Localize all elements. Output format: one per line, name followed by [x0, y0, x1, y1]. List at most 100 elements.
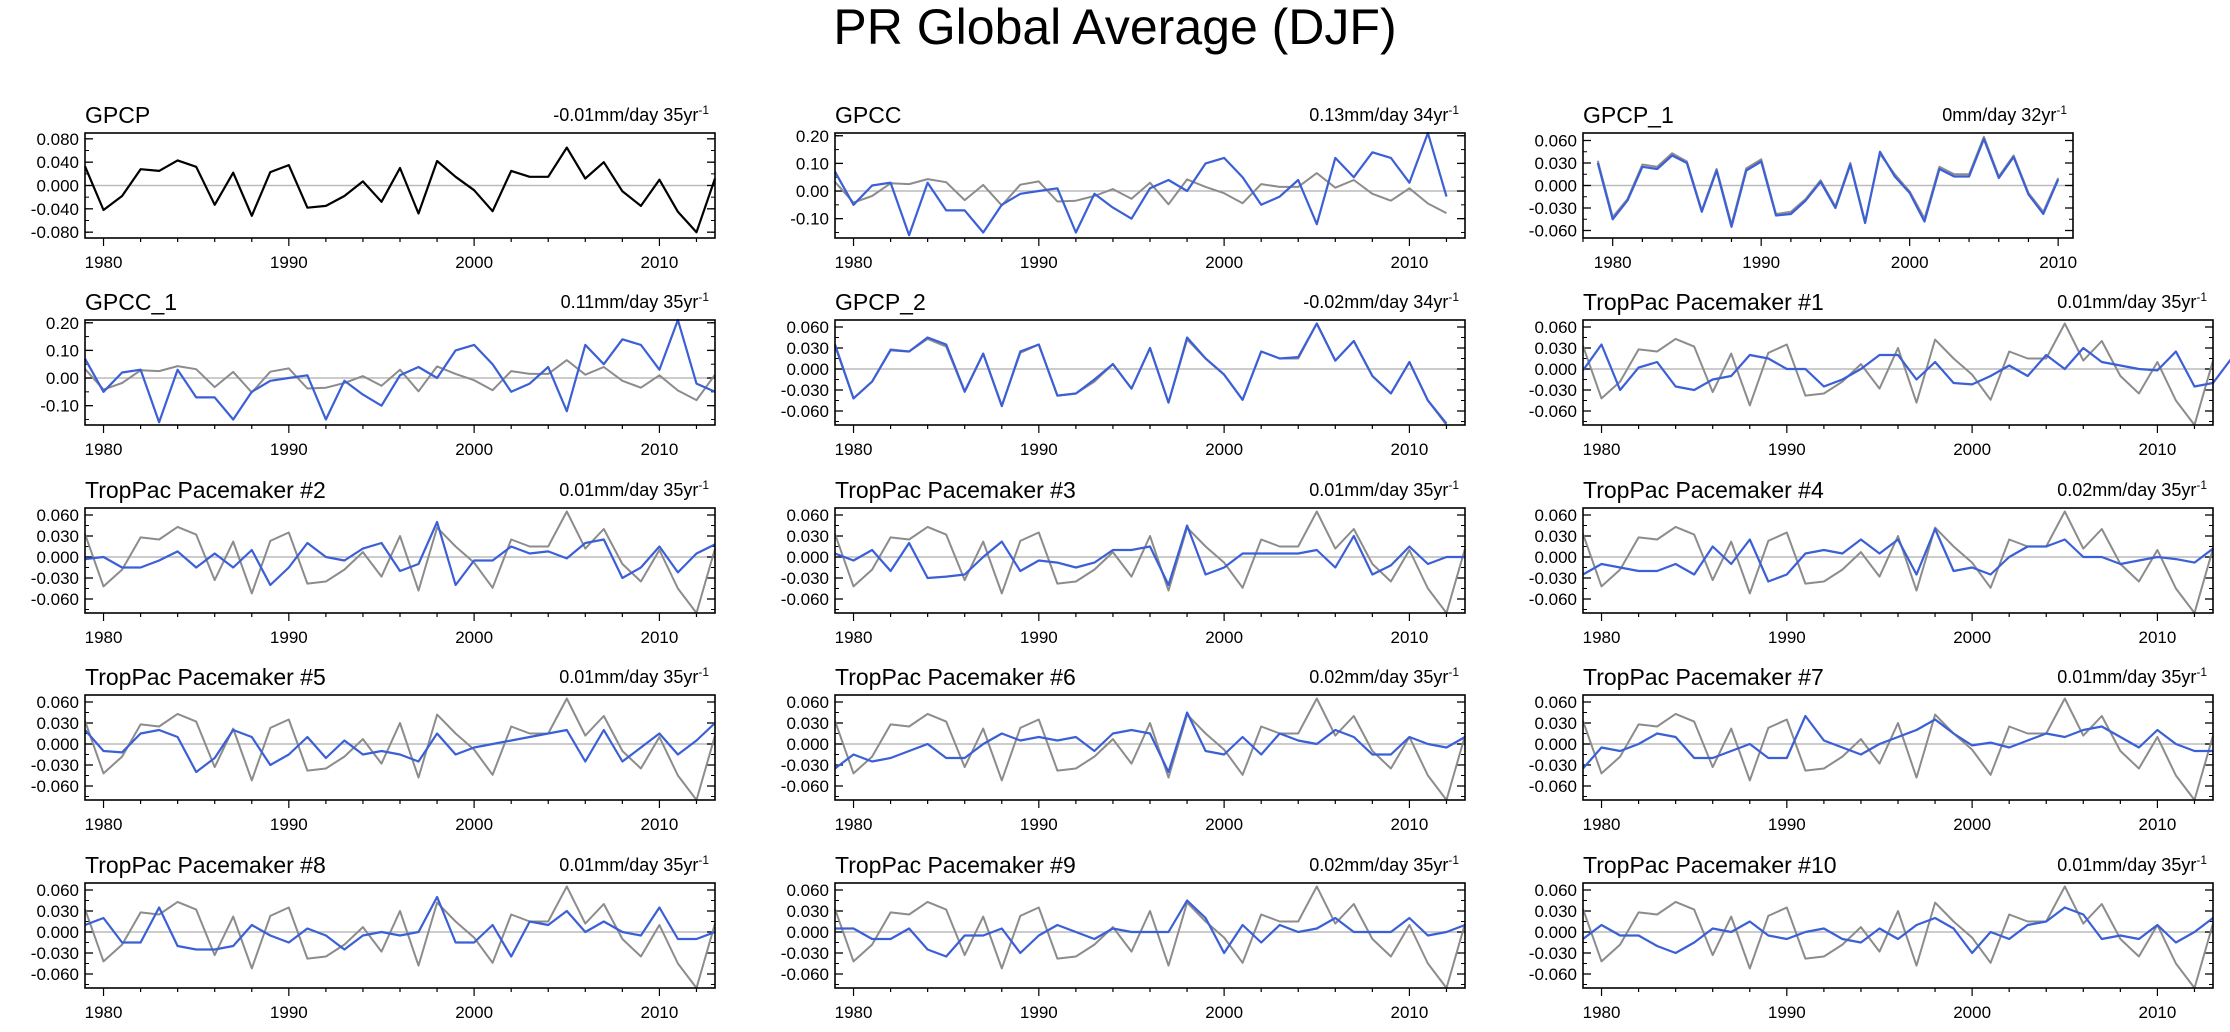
trend-superscript: -1 [698, 290, 709, 304]
trend-label: 0.01mm/day 35yr-1 [1309, 478, 1459, 500]
trend-superscript: -1 [1448, 290, 1459, 304]
x-tick-label: 1990 [270, 628, 308, 647]
y-tick-label: 0.000 [786, 735, 829, 754]
model-series-line [84, 722, 716, 774]
x-tick-label: 2000 [455, 628, 493, 647]
y-tick-label: 0.000 [36, 177, 79, 196]
y-tick-label: -0.030 [781, 944, 829, 963]
y-tick-label: 0.000 [1534, 735, 1577, 754]
trend-superscript: -1 [2196, 853, 2207, 867]
y-tick-label: -0.030 [1529, 199, 1577, 218]
trend-label: 0.02mm/day 35yr-1 [1309, 853, 1459, 875]
x-tick-label: 1980 [1583, 628, 1621, 647]
reference-series-line [84, 885, 716, 989]
x-tick-label: 1980 [835, 628, 873, 647]
x-tick-label: 1990 [1020, 253, 1058, 272]
y-tick-label: -0.10 [40, 397, 79, 416]
x-tick-label: 2010 [640, 815, 678, 834]
reference-series-line [1582, 510, 2214, 614]
y-tick-label: 0.00 [46, 369, 79, 388]
x-tick-label: 2010 [640, 1003, 678, 1022]
x-tick-label: 2000 [1953, 440, 1991, 459]
x-tick-label: 2010 [2138, 1003, 2176, 1022]
reference-series-line [834, 172, 1447, 214]
y-tick-label: -0.060 [1529, 965, 1577, 984]
trend-label: 0mm/day 32yr-1 [1942, 103, 2067, 125]
plot-frame [1582, 694, 2214, 801]
trend-label: 0.01mm/day 35yr-1 [559, 478, 709, 500]
model-series-line [1582, 906, 2214, 955]
y-tick-label: -0.060 [781, 402, 829, 421]
panel-7: TropPac Pacemaker #2 0.01mm/day 35yr-1 0.0… [31, 477, 716, 647]
plot-frame [1582, 132, 2074, 239]
reference-series-line [1582, 697, 2214, 801]
x-tick-label: 2010 [640, 253, 678, 272]
plot-frame [84, 694, 716, 801]
plot-frame [84, 882, 716, 989]
trend-superscript: -1 [698, 853, 709, 867]
y-tick-label: -0.060 [1529, 777, 1577, 796]
trend-label: -0.01mm/day 35yr-1 [553, 103, 709, 125]
model-series-line [834, 131, 1448, 237]
trend-label: 0.01mm/day 35yr-1 [559, 853, 709, 875]
plot-frame [834, 694, 1466, 801]
x-tick-label: 1980 [835, 253, 873, 272]
x-tick-label: 1980 [1583, 815, 1621, 834]
x-tick-label: 1990 [1742, 253, 1780, 272]
x-tick-label: 1990 [1768, 628, 1806, 647]
x-tick-label: 2010 [2138, 815, 2176, 834]
plot-frame [84, 319, 716, 426]
trend-superscript: -1 [2056, 103, 2067, 117]
reference-series-line [84, 697, 716, 801]
model-series-line [1582, 714, 2213, 770]
x-tick-label: 2010 [640, 628, 678, 647]
y-tick-label: 0.030 [36, 527, 79, 546]
model-series-line [835, 899, 1466, 958]
y-tick-label: 0.030 [786, 527, 829, 546]
x-tick-label: 1980 [85, 253, 123, 272]
panel-title: TropPac Pacemaker #8 [85, 852, 326, 878]
y-tick-label: -0.030 [1529, 756, 1577, 775]
plot-frame [84, 132, 716, 239]
primary-series-line [83, 146, 717, 234]
y-tick-label: 0.030 [1534, 714, 1577, 733]
model-series-line [1582, 343, 2230, 392]
trend-label: 0.01mm/day 35yr-1 [2057, 290, 2207, 312]
x-tick-label: 1980 [1583, 1003, 1621, 1022]
x-tick-label: 1990 [1768, 440, 1806, 459]
x-tick-label: 2010 [1390, 440, 1428, 459]
trend-superscript: -1 [698, 665, 709, 679]
reference-series-line [84, 510, 716, 614]
x-tick-label: 1980 [85, 440, 123, 459]
trend-superscript: -1 [2196, 290, 2207, 304]
model-series-line [84, 520, 716, 587]
plot-frame [1582, 319, 2214, 426]
y-tick-label: 0.10 [46, 341, 79, 360]
y-tick-label: 0.040 [36, 153, 79, 172]
x-tick-label: 1990 [1768, 1003, 1806, 1022]
x-tick-label: 1980 [835, 440, 873, 459]
x-tick-label: 1980 [85, 1003, 123, 1022]
y-tick-label: 0.060 [1534, 693, 1577, 712]
x-tick-label: 1980 [1594, 253, 1632, 272]
x-tick-label: 1990 [1020, 628, 1058, 647]
x-tick-label: 1980 [835, 1003, 873, 1022]
reference-series-line [84, 359, 716, 402]
x-tick-label: 2000 [1891, 253, 1929, 272]
x-tick-label: 2000 [1205, 253, 1243, 272]
y-tick-label: 0.000 [786, 923, 829, 942]
plot-frame [834, 507, 1466, 614]
y-tick-label: 0.060 [1534, 318, 1577, 337]
x-tick-label: 1990 [1020, 1003, 1058, 1022]
x-tick-label: 2000 [1205, 815, 1243, 834]
trend-superscript: -1 [2196, 665, 2207, 679]
y-tick-label: 0.060 [786, 693, 829, 712]
panel-title: TropPac Pacemaker #3 [835, 477, 1076, 503]
y-tick-label: 0.060 [786, 881, 829, 900]
model-series-line [834, 524, 1465, 587]
x-tick-label: 2000 [1205, 1003, 1243, 1022]
y-tick-label: 0.000 [36, 923, 79, 942]
x-tick-label: 1980 [835, 815, 873, 834]
y-tick-label: 0.000 [36, 735, 79, 754]
y-tick-label: 0.000 [1534, 360, 1577, 379]
